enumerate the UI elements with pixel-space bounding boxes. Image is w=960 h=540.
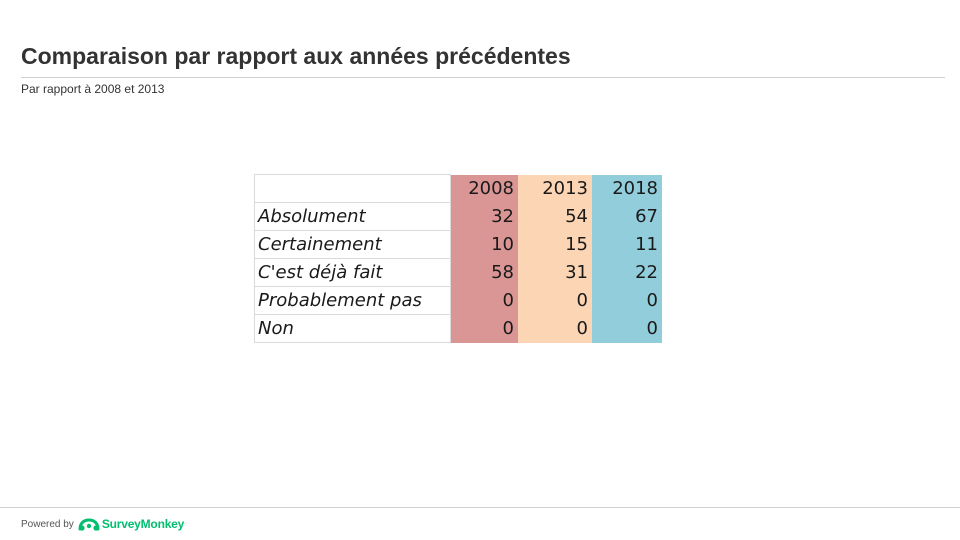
cell-value: 0 <box>517 286 592 315</box>
cell-value: 22 <box>591 258 662 287</box>
column-header-2008: 2008 <box>450 174 518 203</box>
column-header-2018: 2018 <box>591 174 662 203</box>
table-row: C'est déjà fait 58 31 22 <box>254 258 662 287</box>
table-corner-cell <box>254 174 451 203</box>
cell-value: 0 <box>450 286 518 315</box>
cell-value: 58 <box>450 258 518 287</box>
cell-value: 31 <box>517 258 592 287</box>
table-row: Probablement pas 0 0 0 <box>254 286 662 315</box>
brand-mark: · <box>184 521 187 527</box>
powered-by-label: Powered by <box>21 518 74 530</box>
surveymonkey-logo-icon <box>78 518 100 531</box>
title-divider <box>21 77 945 78</box>
cell-value: 0 <box>517 314 592 343</box>
row-label: Absolument <box>254 202 451 231</box>
cell-value: 11 <box>591 230 662 259</box>
comparison-table: 2008 2013 2018 Absolument 32 54 67 Certa… <box>254 174 662 343</box>
footer: Powered by SurveyMonkey · <box>21 514 186 534</box>
cell-value: 0 <box>591 314 662 343</box>
cell-value: 15 <box>517 230 592 259</box>
row-label: Non <box>254 314 451 343</box>
cell-value: 67 <box>591 202 662 231</box>
table-row: Non 0 0 0 <box>254 314 662 343</box>
table-row: Certainement 10 15 11 <box>254 230 662 259</box>
column-header-2013: 2013 <box>517 174 592 203</box>
page-title: Comparaison par rapport aux années précé… <box>21 43 571 69</box>
table-header-row: 2008 2013 2018 <box>254 174 662 203</box>
cell-value: 0 <box>591 286 662 315</box>
row-label: Probablement pas <box>254 286 451 315</box>
footer-divider <box>0 507 960 508</box>
cell-value: 32 <box>450 202 518 231</box>
page-subtitle: Par rapport à 2008 et 2013 <box>21 82 165 96</box>
table-row: Absolument 32 54 67 <box>254 202 662 231</box>
row-label: Certainement <box>254 230 451 259</box>
cell-value: 54 <box>517 202 592 231</box>
row-label: C'est déjà fait <box>254 258 451 287</box>
cell-value: 0 <box>450 314 518 343</box>
brand-name: SurveyMonkey <box>101 517 185 531</box>
cell-value: 10 <box>450 230 518 259</box>
